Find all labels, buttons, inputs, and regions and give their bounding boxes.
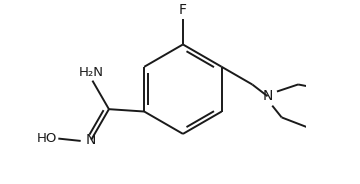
Text: F: F xyxy=(179,3,187,17)
Text: HO: HO xyxy=(37,132,57,145)
Text: H₂N: H₂N xyxy=(79,66,104,79)
Text: N: N xyxy=(86,133,96,147)
Text: N: N xyxy=(262,89,273,103)
